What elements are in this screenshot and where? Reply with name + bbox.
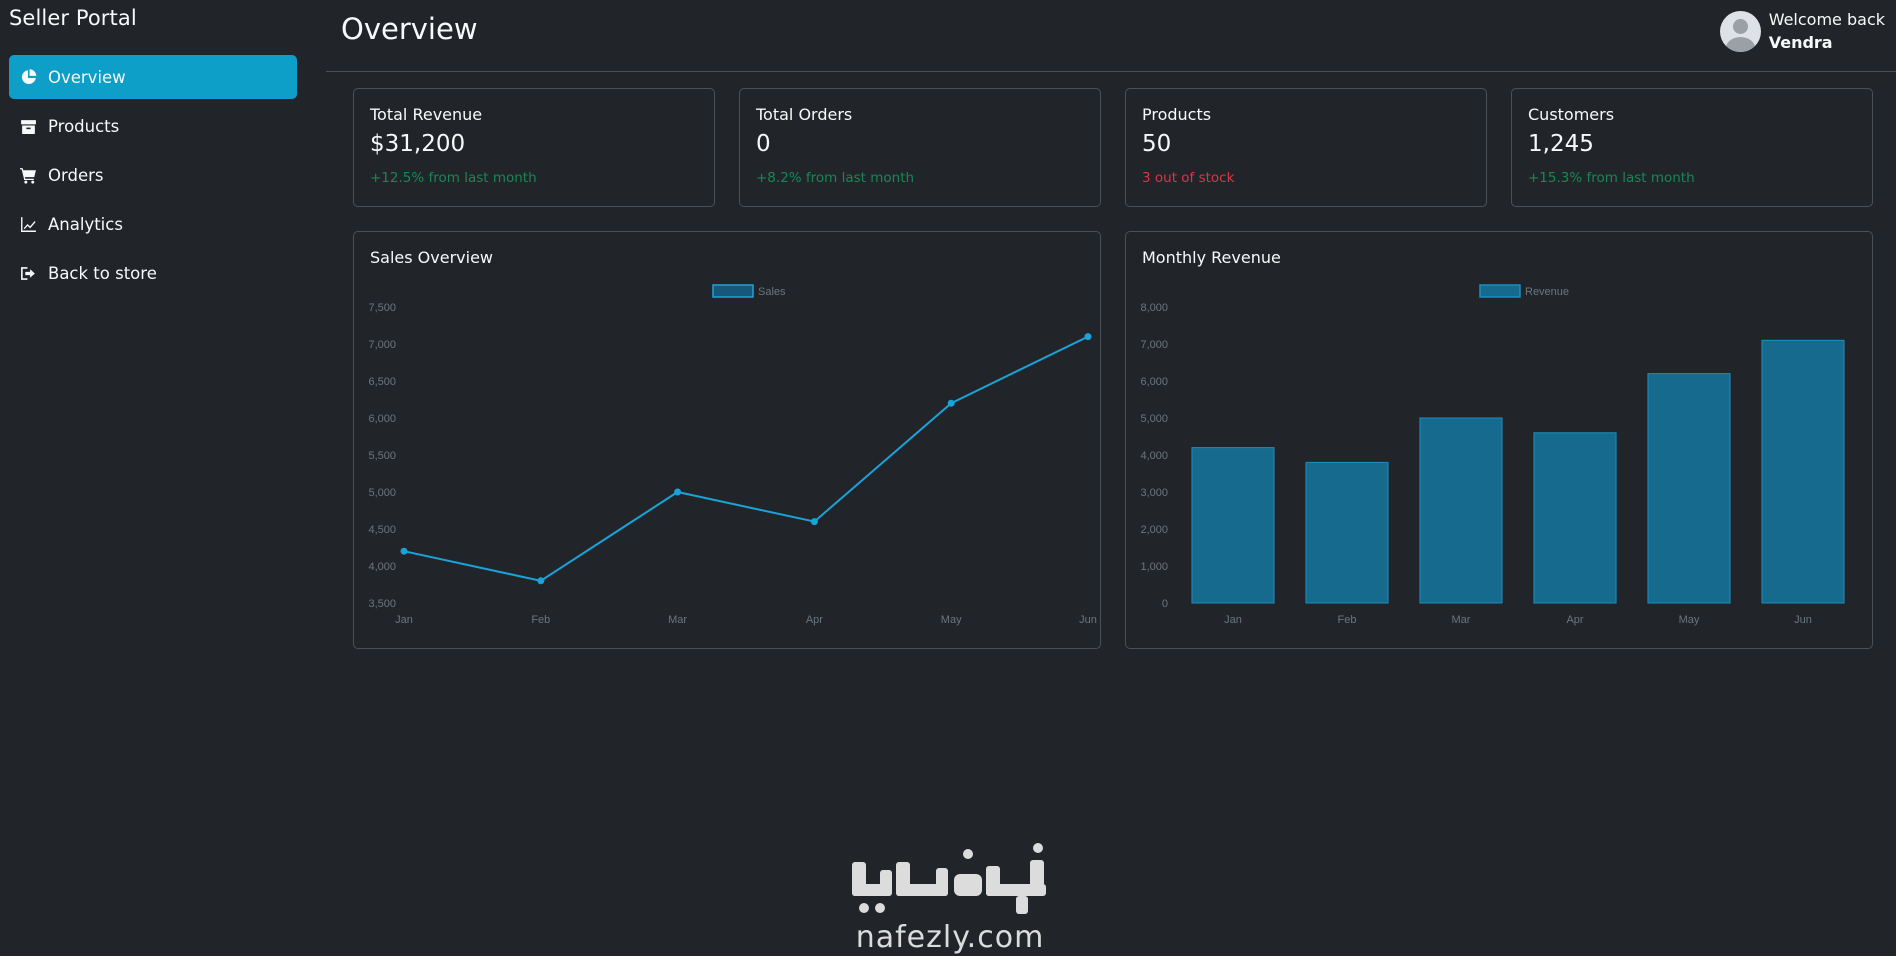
sales-point bbox=[810, 518, 818, 526]
pie-chart-icon bbox=[18, 67, 38, 87]
revenue-bar-chart: Revenue 8,000 7,000 6,000 5,000 4,000 3,000 2,0… bbox=[1140, 284, 1845, 626]
chart-title: Monthly Revenue bbox=[1142, 248, 1281, 267]
sidebar-item-orders[interactable]: Orders bbox=[9, 153, 297, 197]
sidebar-item-label: Products bbox=[48, 116, 120, 136]
y-tick-label: 8,000 bbox=[1140, 302, 1168, 314]
sidebar-item-label: Analytics bbox=[48, 214, 123, 234]
y-tick-label: 6,000 bbox=[368, 413, 396, 425]
stat-stock-warning: 3 out of stock bbox=[1142, 170, 1235, 186]
y-tick-label: 7,000 bbox=[1140, 339, 1168, 351]
nafezly-logo bbox=[852, 843, 1046, 914]
user-greeting: Welcome back Vendra bbox=[1769, 8, 1885, 54]
stat-change: +15.3% from last month bbox=[1528, 170, 1695, 186]
y-tick-label: 1,000 bbox=[1140, 561, 1168, 573]
x-tick-label: Jan bbox=[395, 614, 413, 626]
stat-value: $31,200 bbox=[370, 131, 466, 157]
stat-card-total-revenue: Total Revenue $31,200 +12.5% from last m… bbox=[353, 88, 715, 207]
welcome-text: Welcome back bbox=[1768, 10, 1885, 29]
y-tick-label: 0 bbox=[1162, 598, 1168, 610]
top-bar: Overview Welcome back Vendra bbox=[326, 0, 1896, 72]
sidebar-item-overview[interactable]: Overview bbox=[9, 55, 297, 99]
brand-title: Seller Portal bbox=[9, 6, 137, 30]
y-tick-label: 4,000 bbox=[368, 561, 396, 573]
x-tick-label: May bbox=[941, 614, 962, 626]
sales-line-chart: Sales 7,500 7,000 6,500 6,000 5,500 5,000 4,500… bbox=[368, 284, 1097, 626]
sales-line bbox=[403, 335, 1089, 582]
y-tick-label: 3,000 bbox=[1140, 487, 1168, 499]
stat-value: 1,245 bbox=[1528, 131, 1594, 157]
stat-change: +12.5% from last month bbox=[370, 170, 537, 186]
revenue-bar bbox=[1761, 339, 1845, 604]
y-tick-label: 5,000 bbox=[1140, 413, 1168, 425]
stat-card-customers: Customers 1,245 +15.3% from last month bbox=[1511, 88, 1873, 207]
sidebar-item-label: Orders bbox=[48, 165, 104, 185]
page-title: Overview bbox=[341, 12, 478, 46]
cart-icon bbox=[18, 165, 38, 185]
avatar bbox=[1719, 10, 1761, 52]
stat-value: 50 bbox=[1142, 131, 1172, 157]
y-tick-label: 6,000 bbox=[1140, 376, 1168, 388]
x-tick-label: Feb bbox=[1338, 614, 1357, 626]
sales-point bbox=[400, 547, 408, 555]
y-tick-label: 4,000 bbox=[1140, 450, 1168, 462]
x-tick-label: Mar bbox=[1452, 614, 1471, 626]
x-tick-label: Mar bbox=[668, 614, 687, 626]
revenue-bar bbox=[1419, 417, 1503, 604]
sidebar-item-label: Back to store bbox=[48, 263, 157, 283]
y-tick-label: 7,500 bbox=[368, 302, 396, 314]
sidebar-item-analytics[interactable]: Analytics bbox=[9, 202, 297, 246]
stat-card-total-orders: Total Orders 0 +8.2% from last month bbox=[739, 88, 1101, 207]
y-tick-label: 4,500 bbox=[368, 524, 396, 536]
x-tick-label: Apr bbox=[1566, 614, 1583, 626]
stat-change: +8.2% from last month bbox=[756, 170, 915, 186]
x-tick-label: Apr bbox=[806, 614, 823, 626]
sign-out-icon bbox=[18, 263, 38, 283]
stat-label: Customers bbox=[1528, 105, 1615, 124]
sales-point bbox=[674, 488, 682, 496]
revenue-bar bbox=[1533, 432, 1617, 604]
stat-label: Total Revenue bbox=[370, 105, 483, 124]
y-tick-label: 5,500 bbox=[368, 450, 396, 462]
watermark-domain: nafezly.com bbox=[855, 920, 1045, 955]
user-menu[interactable]: Welcome back Vendra bbox=[1719, 8, 1885, 54]
legend-swatch bbox=[712, 284, 754, 298]
x-tick-label: Jun bbox=[1079, 614, 1097, 626]
monthly-revenue-panel: Monthly Revenue Revenue 8,000 7,000 6,000 5,… bbox=[1125, 231, 1873, 649]
y-tick-label: 7,000 bbox=[368, 339, 396, 351]
line-chart-icon bbox=[18, 214, 38, 234]
x-tick-label: Feb bbox=[531, 614, 550, 626]
sidebar: Seller Portal Overview Products Orders A… bbox=[0, 0, 308, 956]
revenue-bar bbox=[1647, 373, 1731, 604]
legend-label: Revenue bbox=[1525, 286, 1569, 298]
stat-label: Products bbox=[1142, 105, 1212, 124]
nafezly-watermark: nafezly.com bbox=[840, 840, 1060, 956]
legend-swatch bbox=[1479, 284, 1521, 298]
y-tick-label: 2,000 bbox=[1140, 524, 1168, 536]
x-tick-label: Jun bbox=[1794, 614, 1812, 626]
sales-point bbox=[1084, 333, 1092, 341]
chart-title: Sales Overview bbox=[370, 248, 493, 267]
sales-overview-panel: Sales Overview Sales 7,500 7,000 6,500 6,000… bbox=[353, 231, 1101, 649]
stat-card-products: Products 50 3 out of stock bbox=[1125, 88, 1487, 207]
stat-cards: Total Revenue $31,200 +12.5% from last m… bbox=[353, 88, 1873, 208]
box-icon bbox=[18, 116, 38, 136]
sales-point bbox=[537, 577, 545, 585]
y-tick-label: 3,500 bbox=[368, 598, 396, 610]
sidebar-nav: Overview Products Orders Analytics Back … bbox=[9, 55, 297, 300]
stat-value: 0 bbox=[756, 131, 771, 157]
y-tick-label: 5,000 bbox=[368, 487, 396, 499]
username: Vendra bbox=[1768, 33, 1833, 52]
sales-point bbox=[947, 399, 955, 407]
sidebar-item-products[interactable]: Products bbox=[9, 104, 297, 148]
revenue-bar bbox=[1191, 447, 1275, 604]
sidebar-item-label: Overview bbox=[48, 67, 126, 87]
stat-label: Total Orders bbox=[756, 105, 853, 124]
legend-label: Sales bbox=[758, 286, 786, 298]
sidebar-item-back-to-store[interactable]: Back to store bbox=[9, 251, 297, 295]
revenue-bar bbox=[1305, 461, 1389, 604]
y-tick-label: 6,500 bbox=[368, 376, 396, 388]
x-tick-label: May bbox=[1679, 614, 1700, 626]
x-tick-label: Jan bbox=[1224, 614, 1242, 626]
